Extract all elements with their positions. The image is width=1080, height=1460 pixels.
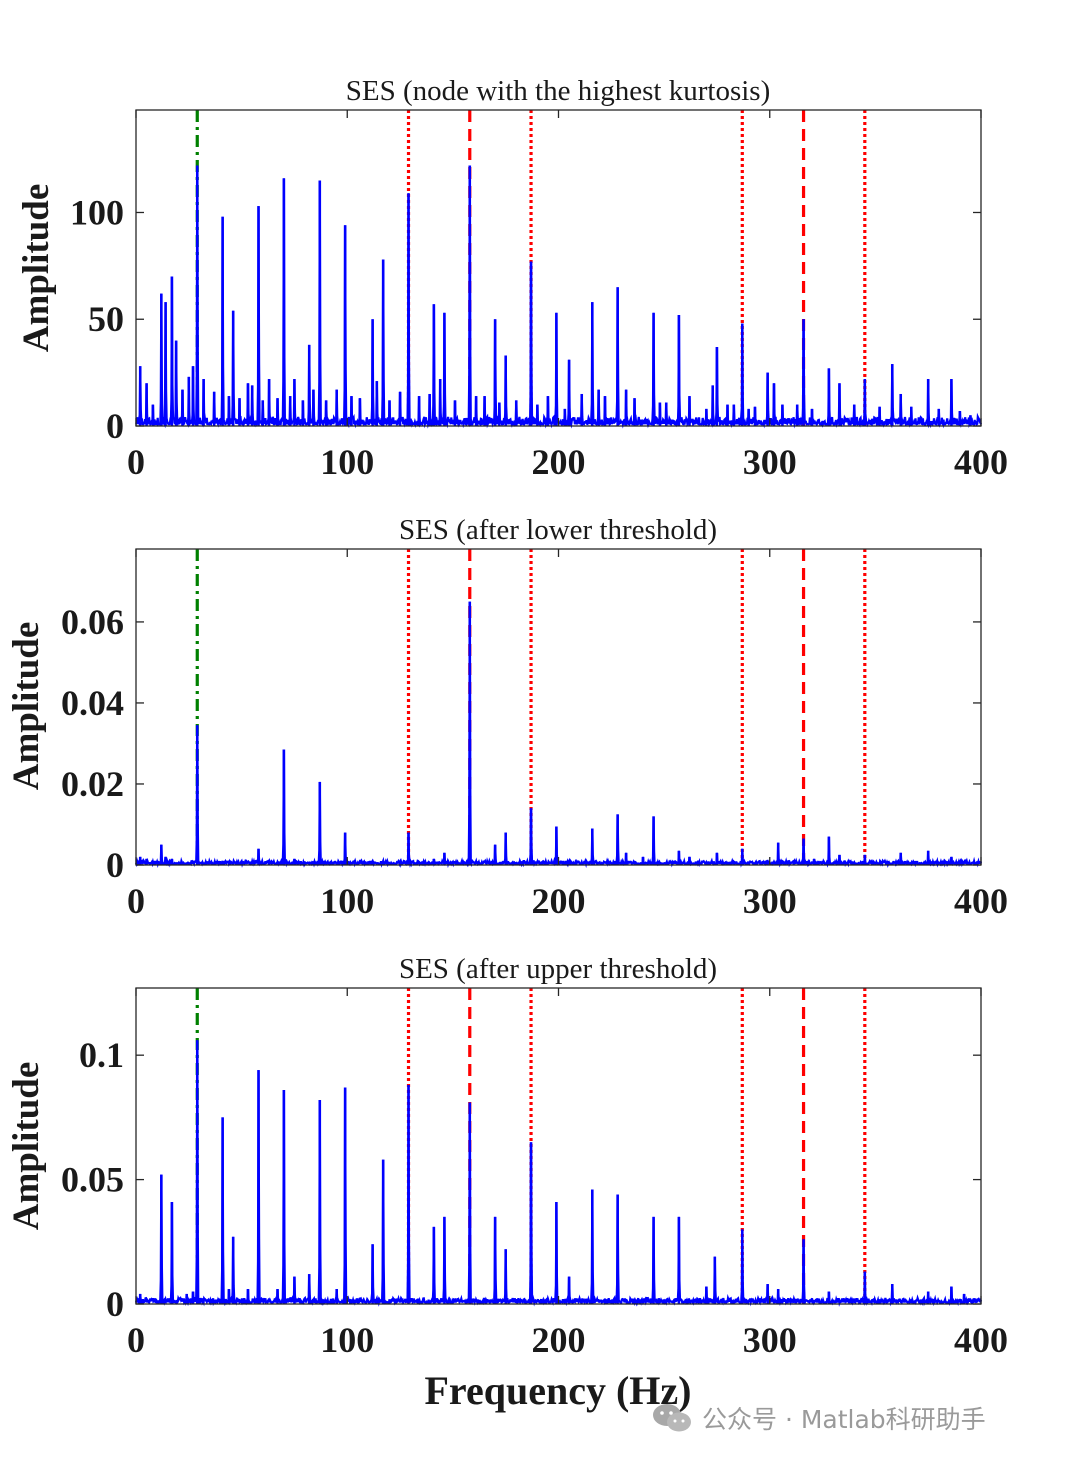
panel-2-y-tick-label: 0.06 bbox=[61, 602, 124, 642]
panel-2-ylabel: Amplitude bbox=[6, 622, 47, 791]
panel-2-x-tick-label: 0 bbox=[127, 881, 145, 921]
panel-3-x-tick-label: 0 bbox=[127, 1320, 145, 1360]
panel-1-plot: 0 100 200 300 400 0 50 100 bbox=[70, 110, 1008, 482]
panel-1-y-tick-label: 100 bbox=[70, 192, 124, 232]
watermark: 公众号 · Matlab科研助手 bbox=[650, 1398, 1060, 1438]
panel-3-x-tick-label: 200 bbox=[532, 1320, 586, 1360]
panel-3-x-tick-label: 400 bbox=[954, 1320, 1008, 1360]
x-axis-label: Frequency (Hz) bbox=[425, 1368, 692, 1413]
panel-2-x-tick-label: 200 bbox=[532, 881, 586, 921]
panel-3-x-tick-label: 100 bbox=[320, 1320, 374, 1360]
panel-2-axes-box bbox=[135, 548, 982, 866]
panel-1-x-tick-label: 400 bbox=[954, 442, 1008, 482]
panel-2: SES (after lower threshold) Amplitude 0 1… bbox=[6, 514, 1008, 921]
wechat-icon bbox=[653, 1404, 691, 1432]
panel-1-y-tick-label: 50 bbox=[88, 299, 124, 339]
watermark-text: 公众号 · Matlab科研助手 bbox=[702, 1405, 986, 1434]
panel-2-y-tick-label: 0 bbox=[106, 845, 124, 885]
panel-3-y-tick-label: 0 bbox=[106, 1284, 124, 1324]
panel-3-ylabel: Amplitude bbox=[6, 1062, 47, 1231]
panel-1-axes-box bbox=[135, 109, 982, 427]
panel-2-title: SES (after lower threshold) bbox=[399, 514, 717, 546]
panel-1: SES (node with the highest kurtosis) Amp… bbox=[16, 75, 1008, 482]
panel-3-y-tick-label: 0.05 bbox=[61, 1160, 124, 1200]
panel-1-x-tick-label: 200 bbox=[532, 442, 586, 482]
panel-1-y-tick-label: 0 bbox=[106, 406, 124, 446]
panel-3-y-tick-label: 0.1 bbox=[79, 1035, 124, 1075]
panel-2-x-tick-label: 100 bbox=[320, 881, 374, 921]
panel-3-axes-box bbox=[135, 987, 982, 1305]
panel-3-title: SES (after upper threshold) bbox=[399, 953, 717, 985]
panel-1-x-tick-label: 0 bbox=[127, 442, 145, 482]
panel-3: SES (after upper threshold) Amplitude 0 1… bbox=[6, 953, 1008, 1413]
panel-3-x-tick-label: 300 bbox=[743, 1320, 797, 1360]
panel-1-ylabel: Amplitude bbox=[16, 184, 57, 353]
panel-2-y-tick-label: 0.02 bbox=[61, 764, 124, 804]
panel-3-plot: 0 100 200 300 400 0 0.05 0.1 bbox=[61, 988, 1008, 1360]
panel-2-x-tick-label: 300 bbox=[743, 881, 797, 921]
panel-2-plot: 0 100 200 300 400 0 0.02 0.04 0.06 bbox=[61, 549, 1008, 921]
panel-2-x-tick-label: 400 bbox=[954, 881, 1008, 921]
panel-2-y-tick-label: 0.04 bbox=[61, 683, 124, 723]
panel-1-title: SES (node with the highest kurtosis) bbox=[346, 75, 771, 107]
panel-1-x-tick-label: 300 bbox=[743, 442, 797, 482]
panel-1-x-tick-label: 100 bbox=[320, 442, 374, 482]
